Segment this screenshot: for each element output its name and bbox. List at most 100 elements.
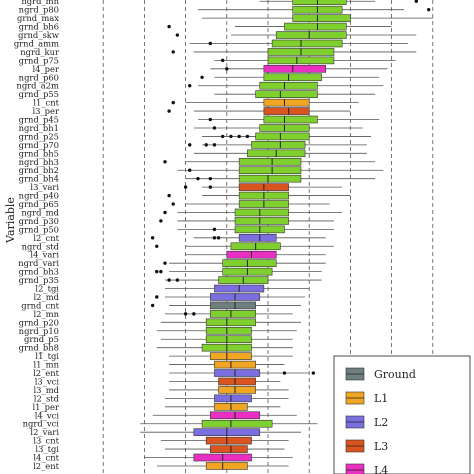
boxplot-row — [171, 200, 330, 208]
iqr-box — [263, 98, 310, 107]
boxplot-row — [150, 234, 326, 242]
legend-label: L3 — [374, 440, 388, 453]
outlier-point — [167, 278, 171, 282]
outlier-point — [208, 117, 213, 122]
y-tick-label: grnd_cnt — [21, 300, 59, 311]
iqr-box — [222, 259, 277, 267]
y-tick-label: grnd_p70 — [19, 140, 59, 151]
y-tick-label: grnd_bh4 — [19, 174, 59, 185]
y-tick-label: l2_tgi — [35, 284, 59, 295]
y-tick-label: l3_md — [34, 385, 60, 396]
iqr-box — [234, 208, 289, 217]
boxplot-row — [165, 394, 289, 403]
boxplot-row — [200, 73, 380, 82]
boxplot-row — [167, 107, 351, 115]
boxplot-row — [160, 318, 301, 327]
outlier-point — [183, 185, 188, 189]
outlier-point — [167, 193, 171, 198]
boxplot-row — [156, 326, 297, 335]
outlier-point — [426, 7, 431, 12]
boxplot-row — [165, 310, 293, 318]
iqr-box — [259, 81, 318, 90]
legend-label: L4 — [374, 464, 388, 474]
outlier-point — [188, 84, 192, 88]
y-tick-label: grnd_bh2 — [19, 165, 59, 176]
y-tick-label: ngrd_p10 — [19, 326, 59, 337]
outlier-point — [225, 67, 229, 71]
boxplot-row — [171, 98, 359, 107]
iqr-box — [218, 386, 256, 394]
iqr-box — [238, 234, 277, 242]
boxplot-row — [156, 343, 293, 352]
iqr-box — [210, 445, 248, 453]
y-tick-label: grnd_p75 — [19, 55, 59, 66]
outlier-point — [188, 168, 192, 172]
y-tick-label: l2_md — [34, 292, 60, 303]
iqr-box — [263, 65, 326, 73]
iqr-box — [263, 107, 310, 115]
boxplot-row — [169, 377, 281, 386]
y-tick-labels: ngrd_mnngrd_p80grnd_maxgrnd_bh6grnd_skwg… — [14, 0, 60, 472]
outlier-point — [208, 185, 213, 189]
y-tick-label: l4_per — [32, 64, 59, 75]
boxplot-row — [165, 445, 285, 453]
y-tick-label: l2_ent — [33, 368, 60, 379]
legend-item: L2 — [345, 415, 388, 429]
y-tick-label: grnd_bh5 — [19, 148, 59, 159]
iqr-box — [205, 318, 256, 327]
y-tick-label: l3_vari — [30, 182, 59, 193]
outlier-point — [192, 312, 196, 316]
y-tick-label: ngrd_p80 — [19, 5, 59, 16]
y-tick-label: grnd_bh6 — [19, 22, 59, 33]
y-tick-label: grnd_p25 — [19, 131, 59, 142]
y-tick-label: grnd_bh3 — [19, 267, 59, 278]
outlier-point — [155, 244, 159, 248]
boxplot-row — [165, 284, 310, 293]
y-tick-label: l2_cnt — [33, 233, 59, 244]
boxplot-row — [169, 352, 293, 360]
boxplot-row — [197, 115, 380, 124]
iqr-box — [234, 217, 289, 225]
iqr-box — [251, 141, 306, 149]
boxplot-rows — [140, 0, 433, 470]
boxplot-row — [202, 14, 433, 22]
outlier-point — [167, 24, 171, 29]
outlier-point — [200, 75, 204, 79]
boxplot-row — [202, 132, 371, 141]
y-tick-label: l2_vari — [30, 427, 59, 438]
boxplot-row — [155, 242, 334, 251]
boxplot-row — [140, 428, 301, 436]
outlier-point — [220, 134, 225, 139]
boxplot-row — [185, 174, 376, 183]
outlier-point — [204, 143, 208, 147]
boxplot-row — [188, 81, 384, 90]
outlier-point — [171, 100, 175, 105]
boxplot-row — [155, 267, 322, 276]
boxplot-row — [189, 39, 409, 48]
outlier-point — [163, 261, 167, 265]
boxplot-row — [171, 48, 417, 56]
legend-item: Ground — [345, 367, 416, 381]
iqr-box — [292, 14, 351, 22]
boxplot-row — [155, 293, 306, 301]
legend-item: L3 — [345, 439, 388, 453]
iqr-box — [263, 73, 322, 82]
boxplot-row — [140, 419, 318, 428]
y-tick-label: grnd_p30 — [19, 216, 59, 227]
iqr-box — [214, 394, 252, 403]
boxplot-row — [169, 369, 316, 377]
boxplot-row — [183, 183, 343, 191]
y-tick-label: grnd_p50 — [19, 224, 59, 235]
boxplot-row — [144, 453, 293, 462]
iqr-box — [271, 39, 343, 48]
y-tick-label: grnd_p20 — [19, 317, 59, 328]
iqr-box — [255, 132, 310, 141]
y-tick-label: ngrd_std — [22, 241, 60, 252]
y-tick-label: l2_ent — [33, 461, 60, 472]
outlier-point — [282, 371, 287, 375]
boxplot-row — [177, 225, 334, 234]
y-tick-label: grnd_max — [17, 13, 59, 24]
outlier-point — [155, 295, 159, 299]
boxplot-row — [165, 276, 322, 284]
outlier-point — [167, 109, 171, 113]
